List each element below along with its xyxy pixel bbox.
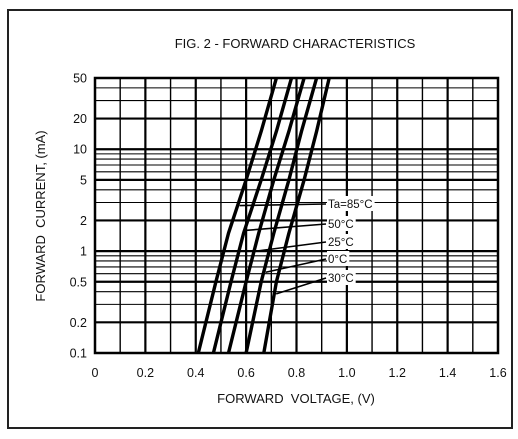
- curve-leader-line: [265, 258, 327, 274]
- y-axis-label: FORWARD CURRENT, (mA): [33, 130, 48, 301]
- x-tick-label: 0.8: [288, 366, 305, 380]
- curve-5: [262, 77, 331, 354]
- curve-label-background: [327, 270, 356, 285]
- curve-label: 0°C: [328, 254, 347, 266]
- y-tick-label: 0.2: [70, 316, 87, 330]
- curve-label-background: [327, 234, 356, 249]
- x-tick-label: 0.4: [187, 366, 204, 380]
- y-tick-label: 2: [80, 214, 87, 228]
- x-tick-label: 1.4: [439, 366, 456, 380]
- curve-leader-line: [275, 277, 327, 295]
- curve-label: 30°C: [328, 273, 354, 285]
- x-tick-label: 1.2: [389, 366, 406, 380]
- curve-labels: Ta=85°C 50°C 25°C 0°C 30°C: [239, 196, 375, 295]
- y-tick-label: 0.5: [70, 275, 87, 289]
- curve-4: [244, 77, 319, 354]
- plot-area-border: [93, 76, 500, 355]
- x-axis-label: FORWARD VOLTAGE, (V): [217, 391, 375, 406]
- curve-label: 25°C: [328, 237, 354, 249]
- curves: [196, 77, 331, 354]
- x-tick-label: 0.2: [137, 366, 154, 380]
- curve-3: [226, 77, 306, 354]
- curve-label: Ta=85°C: [328, 199, 373, 211]
- curve-label: 50°C: [328, 219, 354, 231]
- x-tick-label: 1.6: [489, 366, 506, 380]
- x-tick-label: 0.6: [237, 366, 254, 380]
- outer-frame: [7, 9, 513, 429]
- y-tick-label: 1: [80, 245, 87, 259]
- curve-leader-line: [239, 203, 327, 207]
- y-tick-label: 0.1: [70, 347, 87, 361]
- curve-1: [196, 77, 279, 354]
- curve-label-background: [327, 216, 356, 231]
- y-tick-label: 20: [73, 112, 87, 126]
- curve-label-background: [327, 196, 375, 211]
- x-tick-label: 1.0: [338, 366, 355, 380]
- curve-leader-line: [255, 241, 327, 252]
- curve-leader-line: [246, 223, 327, 232]
- grid: [95, 78, 498, 353]
- x-tick-label: 0: [92, 366, 99, 380]
- curve-2: [211, 77, 294, 354]
- y-tick-label: 50: [73, 72, 87, 86]
- chart-title: FIG. 2 - FORWARD CHARACTERISTICS: [175, 36, 416, 51]
- y-tick-labels: 0.1 0.2 0.5 1 2 5 10 20 50: [70, 72, 87, 361]
- x-tick-labels: 0 0.2 0.4 0.6 0.8 1.0 1.2 1.4 1.6: [92, 366, 507, 380]
- y-tick-label: 10: [73, 143, 87, 157]
- curve-label-background: [327, 251, 350, 266]
- y-tick-label: 5: [80, 173, 87, 187]
